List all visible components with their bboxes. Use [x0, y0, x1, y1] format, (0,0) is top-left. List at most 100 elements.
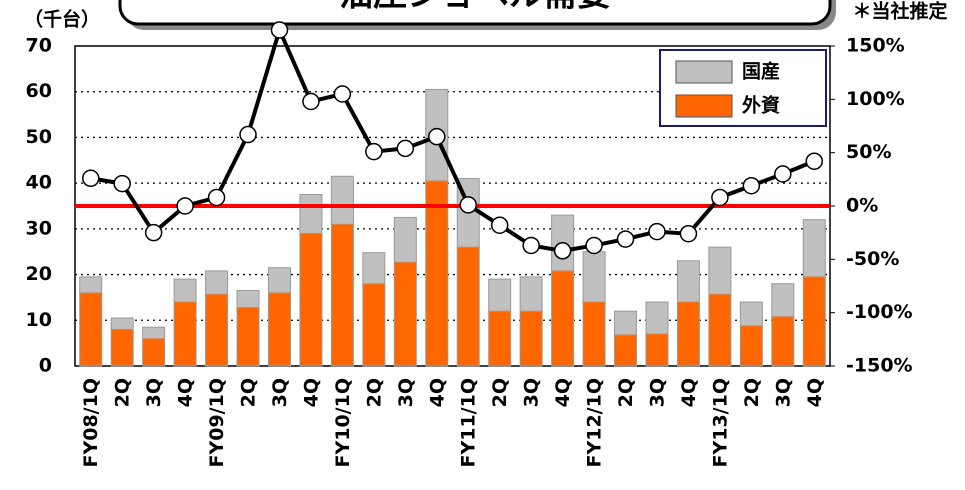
- bar-segment: [739, 325, 763, 367]
- bar-segment: [173, 301, 197, 367]
- bar-segment: [362, 283, 386, 367]
- bar-segment: [205, 270, 229, 295]
- bar-segment: [708, 293, 732, 367]
- bar-segment: [79, 276, 103, 294]
- x-tick-label: FY11/1Q: [458, 378, 480, 468]
- x-tick-label: FY10/1Q: [332, 378, 354, 468]
- growth-point: [176, 197, 194, 215]
- bar-segment: [488, 310, 512, 367]
- bar-segment: [79, 292, 103, 367]
- bar-segment: [299, 232, 323, 367]
- x-tick-label: 2Q: [238, 378, 260, 407]
- bar-segment: [267, 267, 291, 294]
- growth-point: [585, 236, 603, 255]
- y2-tick-label: 50%: [846, 141, 891, 163]
- y-tick-label: 50: [26, 126, 52, 148]
- x-tick-label: 2Q: [489, 378, 511, 407]
- bar-segment: [267, 292, 291, 367]
- x-tick-label: 3Q: [269, 378, 291, 407]
- bar-segment: [645, 301, 669, 335]
- bar-segment: [519, 310, 543, 367]
- x-tick-label: 3Q: [143, 378, 165, 407]
- x-tick-label: 2Q: [363, 378, 385, 407]
- x-tick-label: 3Q: [395, 378, 417, 407]
- bar-segment: [236, 306, 260, 367]
- growth-point: [365, 142, 383, 161]
- bar-segment: [739, 301, 763, 327]
- growth-point: [396, 139, 415, 158]
- bar-segment: [614, 334, 638, 367]
- bar-segment: [802, 276, 826, 367]
- growth-point: [553, 242, 572, 260]
- bar-segment: [299, 194, 323, 234]
- bar-segment: [802, 219, 826, 278]
- y2-tick-label: 0%: [846, 195, 878, 217]
- growth-point: [616, 230, 635, 248]
- bar-segment: [614, 310, 638, 336]
- growth-point: [239, 125, 257, 144]
- growth-point: [459, 196, 477, 214]
- growth-point: [113, 174, 131, 193]
- bar-segment: [551, 270, 575, 367]
- legend-swatch: [675, 94, 733, 118]
- y-tick-label: 10: [26, 309, 52, 331]
- growth-point: [144, 223, 163, 242]
- y2-tick-label: 150%: [846, 35, 905, 57]
- x-tick-label: 2Q: [741, 378, 763, 407]
- bar-segment: [142, 326, 166, 340]
- bar-segment: [645, 333, 669, 367]
- y-tick-label: 60: [26, 80, 52, 102]
- growth-point: [302, 92, 320, 111]
- bar-segment: [393, 261, 417, 367]
- x-tick-label: 4Q: [426, 378, 448, 407]
- x-tick-label: FY09/1Q: [206, 378, 228, 468]
- bar-segment: [205, 293, 229, 367]
- x-tick-label: 4Q: [804, 378, 826, 407]
- bar-segment: [362, 252, 386, 285]
- growth-point: [805, 152, 824, 170]
- y2-tick-label: 100%: [846, 88, 905, 110]
- note: ＊当社推定: [852, 0, 947, 23]
- y-tick-label: 70: [26, 35, 52, 57]
- bar-segment: [582, 251, 606, 303]
- bar-segment: [456, 246, 480, 367]
- bar-segment: [771, 283, 795, 318]
- bar-segment: [488, 278, 512, 312]
- legend-label: 外資: [742, 94, 780, 117]
- y2-tick-label: -150%: [846, 355, 913, 377]
- x-tick-label: 4Q: [300, 378, 322, 407]
- bar-segment: [425, 180, 449, 367]
- bar-segment: [519, 276, 543, 312]
- title-box: [118, 0, 832, 26]
- growth-point: [333, 85, 352, 103]
- growth-point: [490, 216, 509, 234]
- growth-point: [711, 188, 729, 207]
- bar-segment: [771, 316, 795, 367]
- y-tick-label: 20: [26, 263, 52, 285]
- y-tick-label: 30: [26, 217, 52, 239]
- growth-point: [81, 169, 100, 188]
- bar-segment: [676, 301, 700, 367]
- growth-point: [679, 224, 698, 243]
- x-tick-label: 3Q: [521, 378, 543, 407]
- x-tick-label: FY08/1Q: [80, 378, 102, 468]
- x-tick-label: 3Q: [772, 378, 794, 407]
- growth-point: [742, 176, 761, 195]
- bar-segment: [173, 278, 197, 303]
- bar-segment: [142, 338, 166, 367]
- bar-segment: [110, 317, 134, 330]
- y-axis-label: （千台）: [24, 8, 100, 31]
- bar-segment: [330, 175, 354, 225]
- bar-segment: [708, 246, 732, 295]
- x-tick-label: 2Q: [615, 378, 637, 407]
- growth-point: [207, 188, 226, 207]
- x-tick-label: 3Q: [646, 378, 668, 407]
- growth-point: [522, 236, 540, 255]
- x-tick-label: 2Q: [112, 378, 134, 407]
- bar-segment: [676, 260, 700, 303]
- y-tick-label: 40: [26, 172, 52, 194]
- x-tick-label: 4Q: [552, 378, 574, 407]
- growth-point: [774, 165, 792, 183]
- legend-swatch: [675, 60, 733, 84]
- bar-segment: [393, 216, 417, 263]
